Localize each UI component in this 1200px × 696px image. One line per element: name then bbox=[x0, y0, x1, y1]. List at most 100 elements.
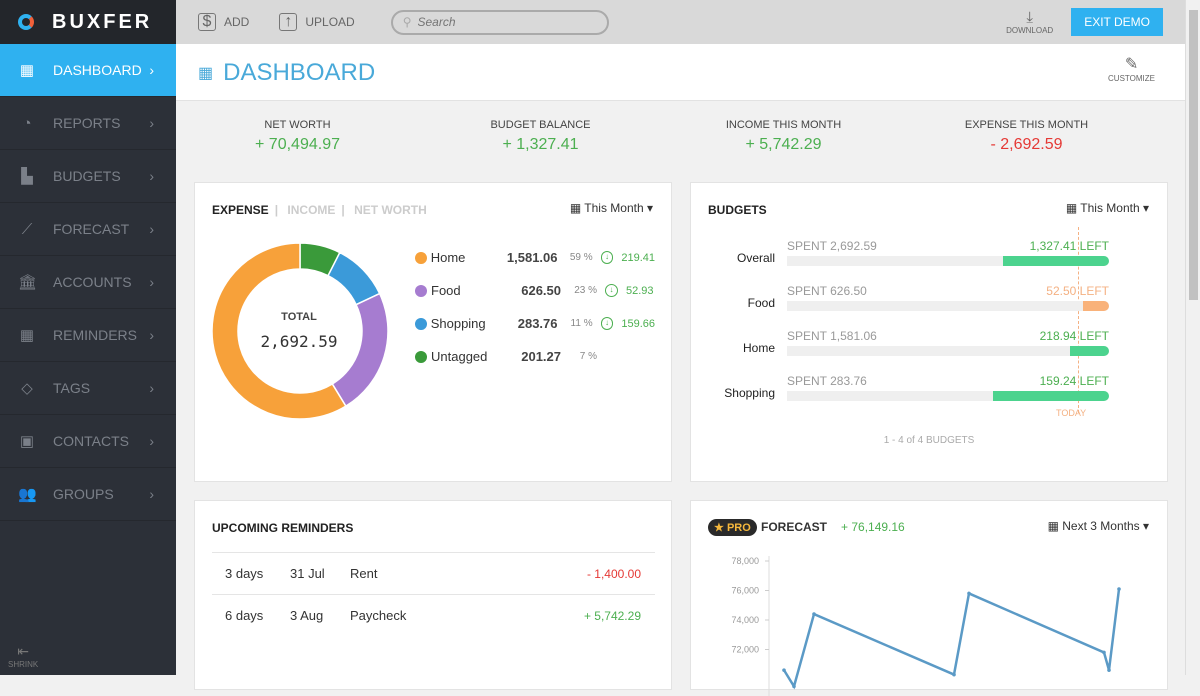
donut-slice-home[interactable] bbox=[211, 242, 347, 420]
stats-row: NET WORTH + 70,494.97 BUDGET BALANCE + 1,3… bbox=[176, 100, 1185, 154]
budget-name: Food bbox=[747, 296, 775, 310]
stat-label: EXPENSE THIS MONTH bbox=[964, 119, 1089, 131]
sidebar-item-reminders[interactable]: ▦ REMINDERS › bbox=[0, 309, 176, 362]
legend-color-dot bbox=[415, 350, 427, 363]
line-chart-icon: ⟋ bbox=[21, 220, 33, 238]
sidebar-item-groups[interactable]: 👥 GROUPS › bbox=[0, 468, 176, 521]
forecast-point[interactable] bbox=[812, 612, 816, 616]
stat-value: + 70,494.97 bbox=[255, 136, 340, 153]
stat-expense[interactable]: EXPENSE THIS MONTH - 2,692.59 bbox=[905, 100, 1148, 154]
legend-item[interactable]: Home 1,581.06 59 % ↓ 219.41 bbox=[415, 250, 655, 265]
chevron-right-icon: › bbox=[149, 168, 154, 184]
tab-expense[interactable]: EXPENSE bbox=[212, 203, 269, 217]
customize-button[interactable]: ✎ CUSTOMIZE bbox=[1108, 54, 1155, 83]
pro-label: PRO bbox=[726, 522, 751, 534]
legend-color-dot bbox=[415, 284, 427, 297]
reminder-name: Paycheck bbox=[350, 608, 407, 623]
tab-income[interactable]: INCOME bbox=[287, 203, 336, 217]
topbar: $ ADD ↑ UPLOAD ⚲ ⤓DOWNLOAD EXIT DEMO bbox=[176, 0, 1185, 44]
reminder-due-in: 3 days bbox=[225, 566, 264, 581]
logo[interactable]: BUXFER bbox=[0, 0, 176, 44]
sidebar-item-label: CONTACTS bbox=[53, 433, 129, 449]
period-dropdown[interactable]: ▦ This Month ▾ bbox=[569, 201, 653, 215]
legend-amount: 1,581.06 bbox=[506, 250, 558, 265]
forecast-line-chart: 78,000 76,000 74,000 72,000 bbox=[731, 556, 1121, 696]
dashboard-icon: ▦ bbox=[198, 65, 214, 82]
search-box[interactable]: ⚲ bbox=[390, 9, 609, 35]
budget-name: Overall bbox=[736, 251, 775, 265]
y-tick-label: 74,000 bbox=[731, 615, 759, 625]
page-title: DASHBOARD bbox=[223, 59, 376, 86]
forecast-period-dropdown[interactable]: ▦ Next 3 Months ▾ bbox=[1047, 519, 1149, 533]
reminder-amount: - 1,400.00 bbox=[586, 566, 641, 581]
legend-item[interactable]: Shopping 283.76 11 % ↓ 159.66 bbox=[415, 316, 655, 331]
sidebar-item-budgets[interactable]: ▙ BUDGETS › bbox=[0, 150, 176, 203]
forecast-point[interactable] bbox=[1102, 650, 1106, 655]
sidebar-item-dashboard[interactable]: ▦ DASHBOARD › bbox=[0, 44, 176, 97]
stat-income[interactable]: INCOME THIS MONTH + 5,742.29 bbox=[662, 100, 905, 154]
reminder-row[interactable]: 3 days 31 Jul Rent - 1,400.00 bbox=[212, 552, 655, 594]
reminder-date: 3 Aug bbox=[290, 608, 324, 623]
period-label: This Month bbox=[584, 201, 644, 215]
reminder-date: 31 Jul bbox=[290, 566, 325, 581]
scrollbar[interactable] bbox=[1185, 0, 1200, 675]
forecast-point[interactable] bbox=[967, 591, 971, 596]
legend-item[interactable]: Untagged 201.27 7 % bbox=[415, 349, 655, 364]
shrink-button[interactable]: ⇤ SHRINK bbox=[8, 643, 38, 669]
legend-pct: 23 % bbox=[574, 285, 597, 296]
chevron-right-icon: › bbox=[149, 327, 154, 343]
forecast-point[interactable] bbox=[1117, 587, 1121, 591]
reminder-row[interactable]: 6 days 3 Aug Paycheck + 5,742.29 bbox=[212, 594, 655, 636]
upload-button[interactable]: ↑ UPLOAD bbox=[279, 13, 355, 31]
sidebar-item-label: REPORTS bbox=[53, 115, 121, 131]
forecast-line[interactable] bbox=[782, 588, 1121, 690]
budget-period-dropdown[interactable]: ▦ This Month ▾ bbox=[1065, 201, 1149, 215]
y-tick-label: 72,000 bbox=[731, 645, 759, 655]
sidebar-item-label: GROUPS bbox=[53, 486, 114, 502]
sidebar-item-reports[interactable]: ◔ REPORTS › bbox=[0, 97, 176, 150]
budget-progress-track bbox=[787, 301, 1109, 311]
star-icon: ★ bbox=[714, 522, 724, 534]
upload-label: UPLOAD bbox=[305, 15, 355, 29]
budget-spent: SPENT 283.76 bbox=[787, 374, 867, 388]
forecast-card: ★ PRO FORECAST + 76,149.16 ▦ Next 3 Mont… bbox=[690, 500, 1168, 696]
scrollbar-thumb[interactable] bbox=[1189, 10, 1198, 300]
chevron-right-icon: › bbox=[149, 221, 154, 237]
exit-demo-button[interactable]: EXIT DEMO bbox=[1071, 8, 1163, 36]
sidebar-item-label: REMINDERS bbox=[53, 327, 138, 343]
search-input[interactable] bbox=[417, 15, 588, 29]
sidebar-item-contacts[interactable]: ▣ CONTACTS › bbox=[0, 415, 176, 468]
download-button[interactable]: ⤓ DOWNLOAD bbox=[1006, 9, 1053, 35]
budget-progress-track bbox=[787, 256, 1109, 266]
expense-donut-chart bbox=[211, 242, 389, 420]
stat-net-worth[interactable]: NET WORTH + 70,494.97 bbox=[176, 100, 419, 154]
add-label: ADD bbox=[224, 15, 250, 29]
sidebar-item-forecast[interactable]: ⟋ FORECAST › bbox=[0, 203, 176, 256]
reminder-name: Rent bbox=[350, 566, 378, 581]
calendar-icon: ▦ bbox=[1047, 519, 1059, 533]
legend-color-dot bbox=[415, 317, 427, 330]
legend-pct: 59 % bbox=[569, 252, 593, 263]
sidebar: BUXFER ▦ DASHBOARD › ◔ REPORTS › ▙ BUDGETS › ⟋ FOR… bbox=[0, 0, 176, 675]
stat-label: BUDGET BALANCE bbox=[490, 119, 591, 131]
forecast-point[interactable] bbox=[782, 668, 786, 672]
stat-budget-balance[interactable]: BUDGET BALANCE + 1,327.41 bbox=[419, 100, 662, 154]
download-label: DOWNLOAD bbox=[1006, 26, 1054, 35]
sidebar-item-tags[interactable]: ◇ TAGS › bbox=[0, 362, 176, 415]
budget-left: 218.94 LEFT bbox=[1039, 329, 1109, 343]
chevron-right-icon: › bbox=[149, 380, 154, 396]
reminder-amount: + 5,742.29 bbox=[583, 608, 641, 623]
stat-value: - 2,692.59 bbox=[990, 136, 1063, 153]
legend-amount: 283.76 bbox=[517, 316, 558, 331]
tab-net-worth[interactable]: NET WORTH bbox=[354, 203, 427, 217]
shrink-icon: ⇤ bbox=[17, 643, 29, 659]
legend-amount: 201.27 bbox=[521, 349, 561, 364]
period-label: This Month bbox=[1080, 201, 1140, 215]
forecast-point[interactable] bbox=[1107, 668, 1111, 672]
sidebar-item-accounts[interactable]: 🏛 ACCOUNTS › bbox=[0, 256, 176, 309]
forecast-point[interactable] bbox=[792, 684, 796, 689]
add-button[interactable]: $ ADD bbox=[198, 13, 249, 31]
legend-item[interactable]: Food 626.50 23 % ↓ 52.93 bbox=[415, 283, 655, 298]
stat-label: NET WORTH bbox=[264, 119, 331, 131]
legend-name: Food bbox=[431, 283, 461, 298]
